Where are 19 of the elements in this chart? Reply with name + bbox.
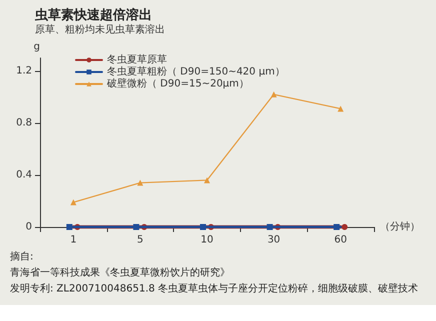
legend-label: 破壁微粉（ D90=15~20μm）: [106, 78, 249, 90]
legend-label: 冬虫夏草原草: [107, 54, 167, 66]
x-axis-title: （分钟）: [380, 220, 420, 232]
x-tick-label: 60: [334, 234, 347, 246]
x-tick-label: 30: [267, 234, 280, 246]
chart-subtitle: 原草、粗粉均未见虫草素溶出: [35, 24, 165, 36]
legend-label: 冬虫夏草粗粉（ D90=150~420 μm）: [107, 66, 285, 78]
x-tick-label: 5: [137, 234, 144, 246]
y-tick-label: 0.8: [16, 118, 32, 128]
chart-title: 虫草素快速超倍溶出: [34, 7, 152, 23]
text: 发明专利: ZL200710048651.8 冬虫夏草虫体与子座分开定位粉碎，细胞级破膜、破壁技术: [10, 282, 418, 294]
x-tick-label: 1: [70, 234, 77, 246]
y-tick-label: 0.4: [16, 170, 32, 180]
x-tick-label: 10: [200, 234, 214, 246]
y-tick-label: 0: [26, 222, 32, 232]
text: 青海省一等科技成果《冬虫夏草微粉饮片的研究》: [10, 266, 230, 278]
text: 摘自:: [10, 250, 34, 262]
y-tick-label: 1.2: [16, 66, 32, 76]
y-axis-title: g: [34, 42, 40, 52]
